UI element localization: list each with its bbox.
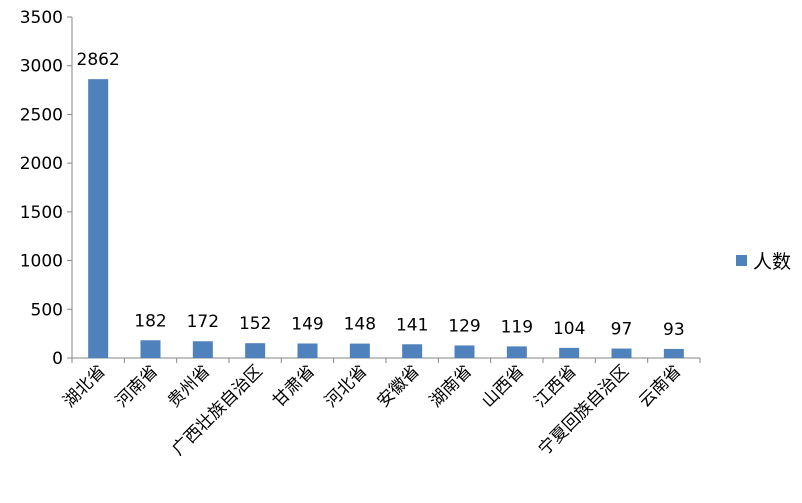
category-label: 广西壮族自治区 xyxy=(168,361,266,459)
bar xyxy=(88,79,109,359)
y-tick-label: 2000 xyxy=(20,154,63,174)
data-label: 104 xyxy=(553,319,585,339)
bar xyxy=(454,345,475,358)
data-label: 119 xyxy=(501,317,533,337)
bar xyxy=(559,347,580,358)
category-label: 云南省 xyxy=(635,361,685,411)
data-label: 172 xyxy=(187,312,219,332)
bar xyxy=(245,343,266,358)
data-label: 93 xyxy=(663,320,685,340)
x-axis xyxy=(71,357,701,363)
y-tick-label: 0 xyxy=(52,349,63,369)
category-label: 河南省 xyxy=(112,361,162,411)
bar xyxy=(297,343,318,358)
y-tick-label: 3500 xyxy=(20,8,63,28)
category-label: 安徽省 xyxy=(373,361,423,411)
category-label: 宁夏回族自治区 xyxy=(535,361,633,459)
bar xyxy=(140,340,161,358)
data-label: 129 xyxy=(448,316,480,336)
category-label: 贵州省 xyxy=(164,361,214,411)
legend-swatch xyxy=(736,255,747,266)
category-label: 山西省 xyxy=(478,361,528,411)
bar xyxy=(611,348,632,358)
y-tick-label: 3000 xyxy=(20,57,63,77)
data-label: 182 xyxy=(134,311,166,331)
y-tick-label: 500 xyxy=(31,300,63,320)
bar xyxy=(402,344,423,358)
category-label: 江西省 xyxy=(530,361,580,411)
data-label: 2862 xyxy=(77,50,120,70)
data-label: 97 xyxy=(611,320,633,340)
data-label: 141 xyxy=(396,315,428,335)
bar xyxy=(192,341,213,358)
category-label: 湖北省 xyxy=(59,361,109,411)
category-label: 甘肃省 xyxy=(269,361,319,411)
y-axis: 0 500 1000 1500 2000 2500 3000 3500 xyxy=(20,8,73,369)
y-tick-label: 1500 xyxy=(20,203,63,223)
data-label: 148 xyxy=(344,315,376,335)
bars xyxy=(88,79,684,359)
y-tick-label: 2500 xyxy=(20,105,63,125)
category-label: 湖南省 xyxy=(426,361,476,411)
bar xyxy=(663,348,684,358)
bar xyxy=(349,343,370,358)
data-labels: 2862 182 172 152 149 148 141 129 119 104 97 93 xyxy=(77,50,685,340)
y-tick-label: 1000 xyxy=(20,252,63,272)
category-label: 河北省 xyxy=(321,361,371,411)
data-label: 149 xyxy=(291,314,323,334)
data-label: 152 xyxy=(239,314,271,334)
bar xyxy=(506,346,527,358)
legend: 人数 xyxy=(736,251,791,273)
legend-label: 人数 xyxy=(753,251,791,273)
